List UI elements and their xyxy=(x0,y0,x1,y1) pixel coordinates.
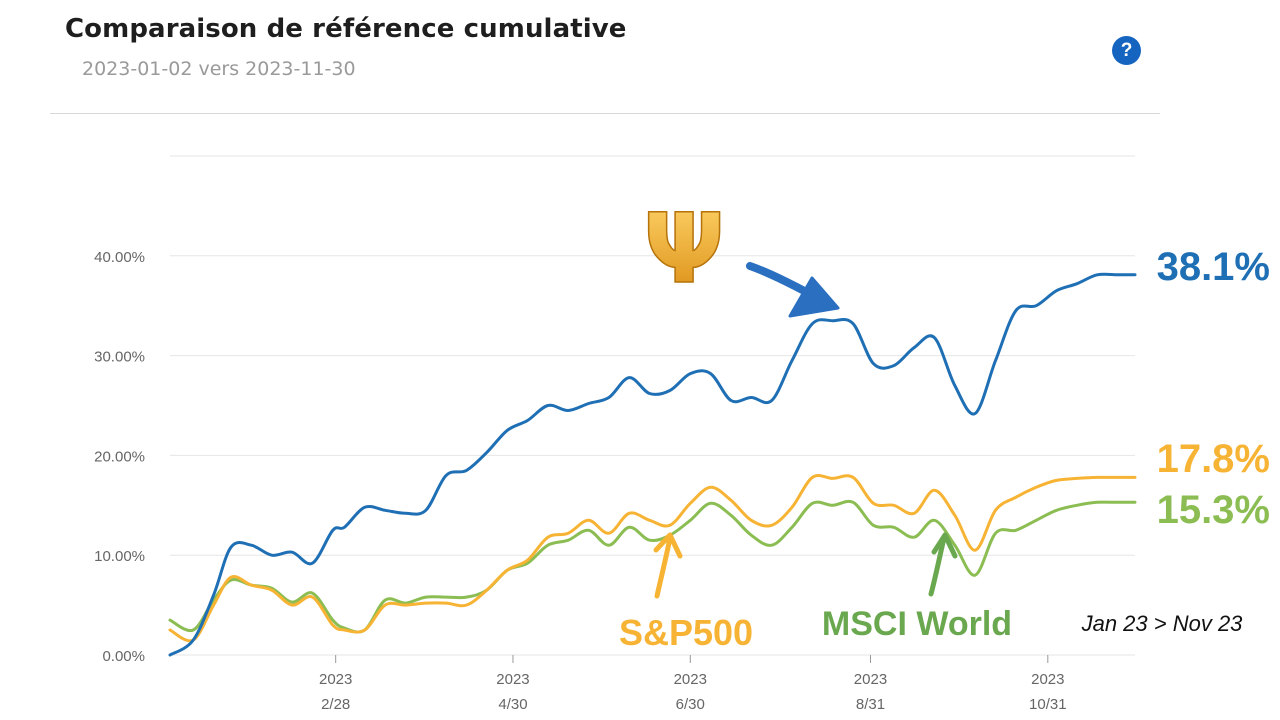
y-tick-label: 30.00% xyxy=(94,349,145,366)
sp500-line xyxy=(168,473,1137,643)
msci-end-value: 15.3% xyxy=(1157,488,1270,532)
x-tick-label-date: 4/30 xyxy=(498,696,527,713)
x-tick-label-date: 6/30 xyxy=(676,696,705,713)
y-tick-label: 0.00% xyxy=(102,648,145,665)
date-range-subtitle: 2023-01-02 vers 2023-11-30 xyxy=(82,58,356,80)
portfolio-line xyxy=(168,272,1137,657)
help-button[interactable]: ? xyxy=(1112,36,1141,65)
x-tick-label-year: 2023 xyxy=(319,671,352,688)
trident-icon: Ψ xyxy=(643,193,725,305)
sp500-end-value: 17.8% xyxy=(1157,437,1270,481)
chart-title: Comparaison de référence cumulative xyxy=(65,14,627,44)
msci-series-label: MSCI World xyxy=(822,605,1012,643)
header-divider xyxy=(50,113,1160,114)
portfolio-end-value: 38.1% xyxy=(1157,245,1270,289)
portfolio-arrow-head xyxy=(788,276,840,318)
x-tick-label-year: 2023 xyxy=(854,671,887,688)
x-tick-label-date: 8/31 xyxy=(856,696,885,713)
y-tick-label: 40.00% xyxy=(94,249,145,266)
x-tick-label-year: 2023 xyxy=(674,671,707,688)
x-tick-label-year: 2023 xyxy=(1031,671,1064,688)
msci-arrow-head xyxy=(931,532,958,559)
x-tick-label-date: 10/31 xyxy=(1029,696,1067,713)
sp500-series-label: S&P500 xyxy=(619,612,753,653)
period-label: Jan 23 > Nov 23 xyxy=(1081,611,1244,636)
y-tick-label: 10.00% xyxy=(94,548,145,565)
y-tick-label: 20.00% xyxy=(94,448,145,465)
msci-world-line xyxy=(168,499,1137,634)
sp500-arrow xyxy=(654,535,673,599)
sp500-arrow-head xyxy=(653,532,683,559)
x-tick-label-date: 2/28 xyxy=(321,696,350,713)
x-tick-label-year: 2023 xyxy=(496,671,529,688)
